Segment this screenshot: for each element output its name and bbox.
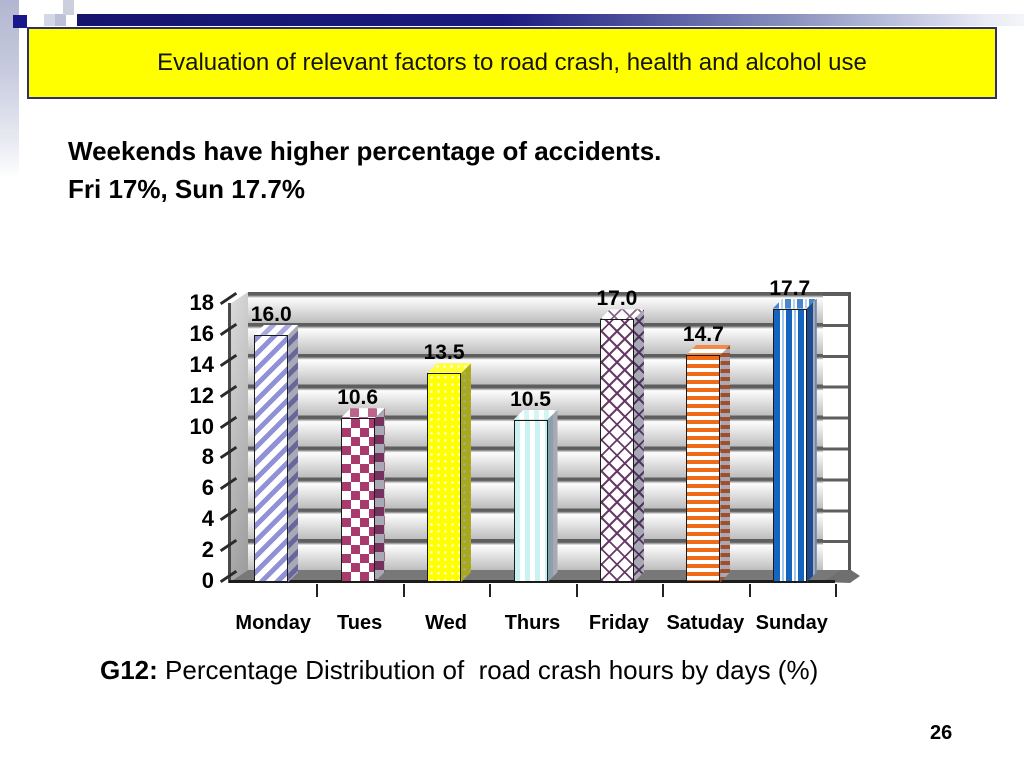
x-axis-label-wed: Wed [425,612,467,634]
x-axis-label-friday: Friday [588,612,649,634]
chart-caption-text: Percentage Distribution of road crash ho… [157,655,819,685]
y-axis-label: 0 [201,568,214,593]
y-axis-label: 8 [201,444,214,470]
bar-side-wed [461,363,471,582]
key-finding-line-1: Weekends have higher percentage of accid… [68,136,662,166]
bar-top-satuday [686,345,730,355]
bar-side-tues [375,408,385,582]
bar-value-label-thurs: 10.5 [510,387,551,411]
key-finding-line-2: Fri 17%, Sun 17.7% [68,174,305,204]
decor-top-gradient-bar [77,14,1024,26]
y-axis-label: 16 [189,320,214,346]
x-axis-label-tues: Tues [337,612,383,634]
x-axis-tick [748,584,751,597]
x-axis-label-monday: Monday [235,612,311,634]
bar-sunday [772,308,807,582]
x-axis-tick [402,584,405,597]
decor-light-square-1 [44,14,55,26]
decor-light-square-3 [63,0,74,15]
bar-top-wed [427,363,471,373]
bar-tues [340,418,375,582]
y-axis-label: 2 [201,537,214,563]
bar-value-label-sunday: 17.7 [769,276,811,300]
bar-side-thurs [548,410,558,582]
y-axis-label: 12 [189,382,214,408]
bar-top-friday [600,309,644,319]
bar-value-label-tues: 10.6 [337,386,379,410]
page-number: 26 [930,722,953,744]
bar-side-sunday [807,299,817,582]
bar-satuday [686,354,721,582]
bar-value-label-monday: 16.0 [250,302,292,326]
x-axis-label-thurs: Thurs [504,612,561,634]
decor-left-bar [0,0,19,178]
y-axis-label: 18 [189,289,214,315]
key-finding-text: Weekends have higher percentage of accid… [68,132,968,208]
bar-value-label-friday: 17.0 [596,287,638,311]
bar-top-tues [341,408,385,418]
bar-side-monday [288,325,298,582]
bar-value-label-satuday: 14.7 [682,322,724,346]
bar-thurs [513,419,548,582]
x-axis-tick [316,584,319,597]
y-axis-label: 6 [201,475,214,501]
decor-navy-square [13,15,27,28]
chart-caption-label: G12: [100,655,158,685]
bar-monday [254,334,289,582]
x-axis-tick [489,584,492,597]
x-axis-label-satuday: Satuday [666,612,745,634]
x-axis-tick [835,584,837,597]
decor-light-square-2 [55,14,66,26]
bar-side-friday [634,309,644,582]
chart-left-wall [230,292,248,582]
y-axis-label: 10 [189,413,214,439]
slide-title: Evaluation of relevant factors to road c… [157,49,867,76]
bar-friday [599,319,634,582]
y-axis-line [228,303,231,583]
bar-top-monday [254,325,298,335]
chart-caption: G12: Percentage Distribution of road cra… [100,655,960,686]
chart-right-wall [823,292,851,570]
x-axis-label-sunday: Sunday [755,612,828,634]
x-axis-tick [662,584,665,597]
y-axis-label: 4 [201,506,214,532]
bar-top-sunday [773,299,817,309]
bar-wed [427,373,462,582]
bar-value-label-wed: 13.5 [423,341,465,365]
title-banner: Evaluation of relevant factors to road c… [27,27,997,99]
bar-side-satuday [720,345,730,582]
bar-top-thurs [514,410,558,420]
y-axis-label: 14 [189,351,214,377]
x-axis-tick [575,584,578,597]
